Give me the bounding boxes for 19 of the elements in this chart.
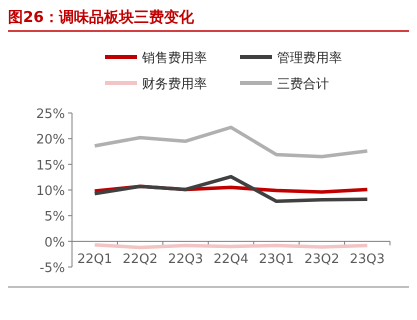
- x-tick-label: 22Q3: [168, 252, 204, 267]
- x-tick-label: 23Q2: [304, 252, 340, 267]
- legend-label: 销售费用率: [141, 50, 207, 66]
- x-tick-label: 23Q1: [258, 252, 294, 267]
- y-tick-label: 10%: [36, 184, 65, 199]
- y-tick-label: -5%: [40, 261, 65, 276]
- y-tick-label: 25%: [36, 107, 65, 122]
- legend-label: 管理费用率: [277, 50, 342, 66]
- legend-label: 财务费用率: [142, 76, 207, 92]
- y-tick-label: 0%: [44, 235, 65, 250]
- x-tick-label: 23Q3: [350, 252, 385, 267]
- x-tick-label: 22Q4: [213, 252, 249, 267]
- y-tick-label: 5%: [44, 210, 65, 225]
- y-tick-label: 15%: [36, 158, 65, 174]
- x-tick-label: 22Q2: [122, 252, 158, 267]
- legend-label: 三费合计: [277, 77, 329, 92]
- x-tick-label: 22Q1: [77, 252, 112, 267]
- title: 图26：调味品板块三费变化: [8, 8, 194, 26]
- y-tick-label: 20%: [36, 132, 65, 148]
